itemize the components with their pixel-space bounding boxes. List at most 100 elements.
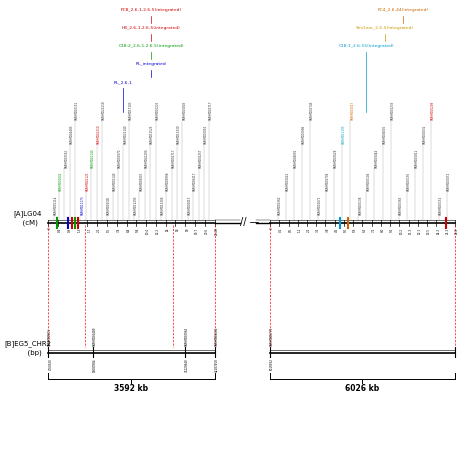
Text: 9.1: 9.1 (390, 228, 394, 232)
Text: SNPrMD00363: SNPrMD00363 (399, 195, 402, 215)
Text: SNPrMD00552: SNPrMD00552 (64, 148, 68, 167)
Text: 0.4: 0.4 (58, 228, 62, 232)
Text: 14.2: 14.2 (437, 228, 440, 234)
Text: SNPrMD01602: SNPrMD01602 (59, 172, 63, 191)
Text: SNPrMD02970: SNPrMD02970 (118, 148, 122, 167)
Text: RL_integrated: RL_integrated (136, 62, 167, 66)
Text: 1.1: 1.1 (298, 228, 302, 232)
Text: SNPrMD04000: SNPrMD04000 (383, 125, 386, 144)
Text: SNPrMD00072: SNPrMD00072 (447, 172, 451, 191)
Text: 1.3: 1.3 (78, 228, 82, 232)
Text: SNPrMD03201: SNPrMD03201 (215, 326, 219, 346)
Text: PC4_2.6-44(integrated): PC4_2.6-44(integrated) (377, 8, 428, 12)
Text: SNPrMD12295: SNPrMD12295 (134, 195, 138, 215)
Text: SNPrMD00096: SNPrMD00096 (204, 125, 208, 144)
Text: SNPrMD02745: SNPrMD02745 (310, 101, 314, 120)
Text: 0.5: 0.5 (289, 228, 292, 232)
Text: SNPrMD02362: SNPrMD02362 (278, 195, 282, 215)
Text: SNPrMD02717: SNPrMD02717 (209, 101, 213, 120)
Text: SNPrMD00628: SNPrMD00628 (334, 148, 338, 167)
Text: SNPrMD01505: SNPrMD01505 (107, 196, 111, 215)
Text: Snn1are_2.6-5(integrated): Snn1are_2.6-5(integrated) (356, 26, 414, 30)
Text: 5.8: 5.8 (353, 228, 357, 232)
Text: 21.8: 21.8 (455, 228, 459, 234)
Text: 12.2: 12.2 (156, 228, 160, 234)
Text: SNPrMD02717: SNPrMD02717 (172, 148, 176, 167)
Text: SNPrMD02489: SNPrMD02489 (93, 326, 97, 346)
Text: 5.5: 5.5 (107, 228, 111, 232)
Text: 16: 16 (175, 228, 180, 231)
Text: SNPrMD41140: SNPrMD41140 (91, 148, 95, 167)
Text: SNPrMD00044: SNPrMD00044 (374, 148, 378, 167)
Text: 0.9: 0.9 (68, 228, 72, 232)
Text: SNPrMD04091: SNPrMD04091 (294, 148, 298, 167)
Text: SNPrMD00104: SNPrMD00104 (366, 172, 371, 191)
Text: SNPrMD11173: SNPrMD11173 (81, 195, 84, 215)
Text: SNPrMD13330: SNPrMD13330 (177, 124, 181, 144)
Text: 0.1: 0.1 (279, 228, 283, 232)
Text: RL_2.6-1: RL_2.6-1 (114, 80, 133, 84)
Text: SNPrMD00151: SNPrMD00151 (75, 101, 79, 120)
Text: // —: // — (239, 217, 259, 227)
Text: H4_2.6-1,2.6-5(integrated): H4_2.6-1,2.6-5(integrated) (122, 26, 181, 30)
Text: SNPrMD03417: SNPrMD03417 (193, 172, 197, 191)
Text: [A]LG04
  (cM): [A]LG04 (cM) (13, 210, 42, 226)
Text: 12.1: 12.1 (418, 228, 422, 234)
Text: 42187458: 42187458 (215, 358, 219, 373)
Text: SNPrMD00225: SNPrMD00225 (155, 101, 160, 120)
Text: 0: 0 (48, 228, 52, 229)
Text: SNPrMD00208: SNPrMD00208 (431, 101, 435, 120)
Text: SNPrMD00017: SNPrMD00017 (350, 101, 355, 120)
Text: SNPrMD01114: SNPrMD01114 (54, 195, 58, 215)
Text: 8.0: 8.0 (381, 228, 385, 232)
Text: [B]EG5_CHR2
      (bp): [B]EG5_CHR2 (bp) (4, 340, 51, 356)
Text: SNPrMD02704: SNPrMD02704 (326, 172, 330, 191)
Text: 10.4: 10.4 (146, 228, 150, 234)
Text: C18:2_2.6-1,2.6-5(integrated): C18:2_2.6-1,2.6-5(integrated) (118, 44, 184, 48)
Text: 35220840: 35220840 (185, 358, 189, 372)
Text: SNPrMD22218: SNPrMD22218 (102, 100, 106, 120)
Text: SNPrMD00150: SNPrMD00150 (407, 172, 410, 191)
Text: SNPrMD41296: SNPrMD41296 (145, 148, 149, 167)
Text: 5.0: 5.0 (344, 228, 348, 232)
Text: SNPrMD02031: SNPrMD02031 (423, 125, 427, 144)
Text: SNPrMD11195: SNPrMD11195 (342, 124, 346, 144)
Text: 14: 14 (166, 228, 170, 231)
Text: 2.1: 2.1 (307, 228, 311, 232)
Text: SNPrMD05775: SNPrMD05775 (270, 327, 274, 346)
Text: 20.6: 20.6 (205, 228, 209, 234)
Text: SNPrMD44485: SNPrMD44485 (70, 124, 74, 144)
Text: 1.7: 1.7 (87, 228, 91, 232)
Text: 7.1: 7.1 (372, 228, 376, 232)
Text: SNPrMD03998: SNPrMD03998 (166, 172, 170, 191)
Text: C18:1_2.6-15(integrated): C18:1_2.6-15(integrated) (338, 44, 394, 48)
Text: SNPrMD03000: SNPrMD03000 (139, 172, 144, 191)
Text: 3.8: 3.8 (326, 228, 329, 232)
Text: SNPrMD02013: SNPrMD02013 (188, 195, 192, 215)
Text: 18: 18 (185, 228, 189, 231)
Text: SNPrMD17103: SNPrMD17103 (129, 101, 133, 120)
Text: SNPrMD00965: SNPrMD00965 (185, 327, 189, 346)
Text: SNPrMD41210: SNPrMD41210 (97, 124, 100, 144)
Text: 6026 kb: 6026 kb (345, 384, 380, 393)
Text: SNPrMD05O1: SNPrMD05O1 (48, 328, 52, 346)
Text: 3592 kb: 3592 kb (114, 384, 148, 393)
Text: 13.5: 13.5 (427, 228, 431, 234)
Text: 0: 0 (270, 228, 274, 229)
Text: SNPrMD00233: SNPrMD00233 (391, 101, 394, 120)
Text: 11.3: 11.3 (409, 228, 413, 234)
Text: 16000984: 16000984 (93, 358, 97, 372)
Text: 5019932: 5019932 (270, 358, 274, 371)
Text: 7050320: 7050320 (48, 358, 52, 370)
Text: SNPrMD01140: SNPrMD01140 (113, 172, 117, 191)
Text: SNPrMD00138: SNPrMD00138 (358, 195, 363, 215)
Text: 9.4: 9.4 (137, 228, 140, 232)
Text: SNPrMD00811: SNPrMD00811 (415, 148, 419, 167)
Text: 7.4: 7.4 (117, 228, 121, 232)
Text: SNPrMD11525: SNPrMD11525 (150, 125, 154, 144)
Text: 4.5: 4.5 (335, 228, 339, 232)
Text: SNPrMD02257: SNPrMD02257 (199, 148, 202, 167)
Text: SNPrMD00152: SNPrMD00152 (439, 196, 443, 215)
Text: PC8_2.6-1,2.6-5(integrated): PC8_2.6-1,2.6-5(integrated) (121, 8, 182, 12)
Text: 21.1: 21.1 (446, 228, 449, 234)
